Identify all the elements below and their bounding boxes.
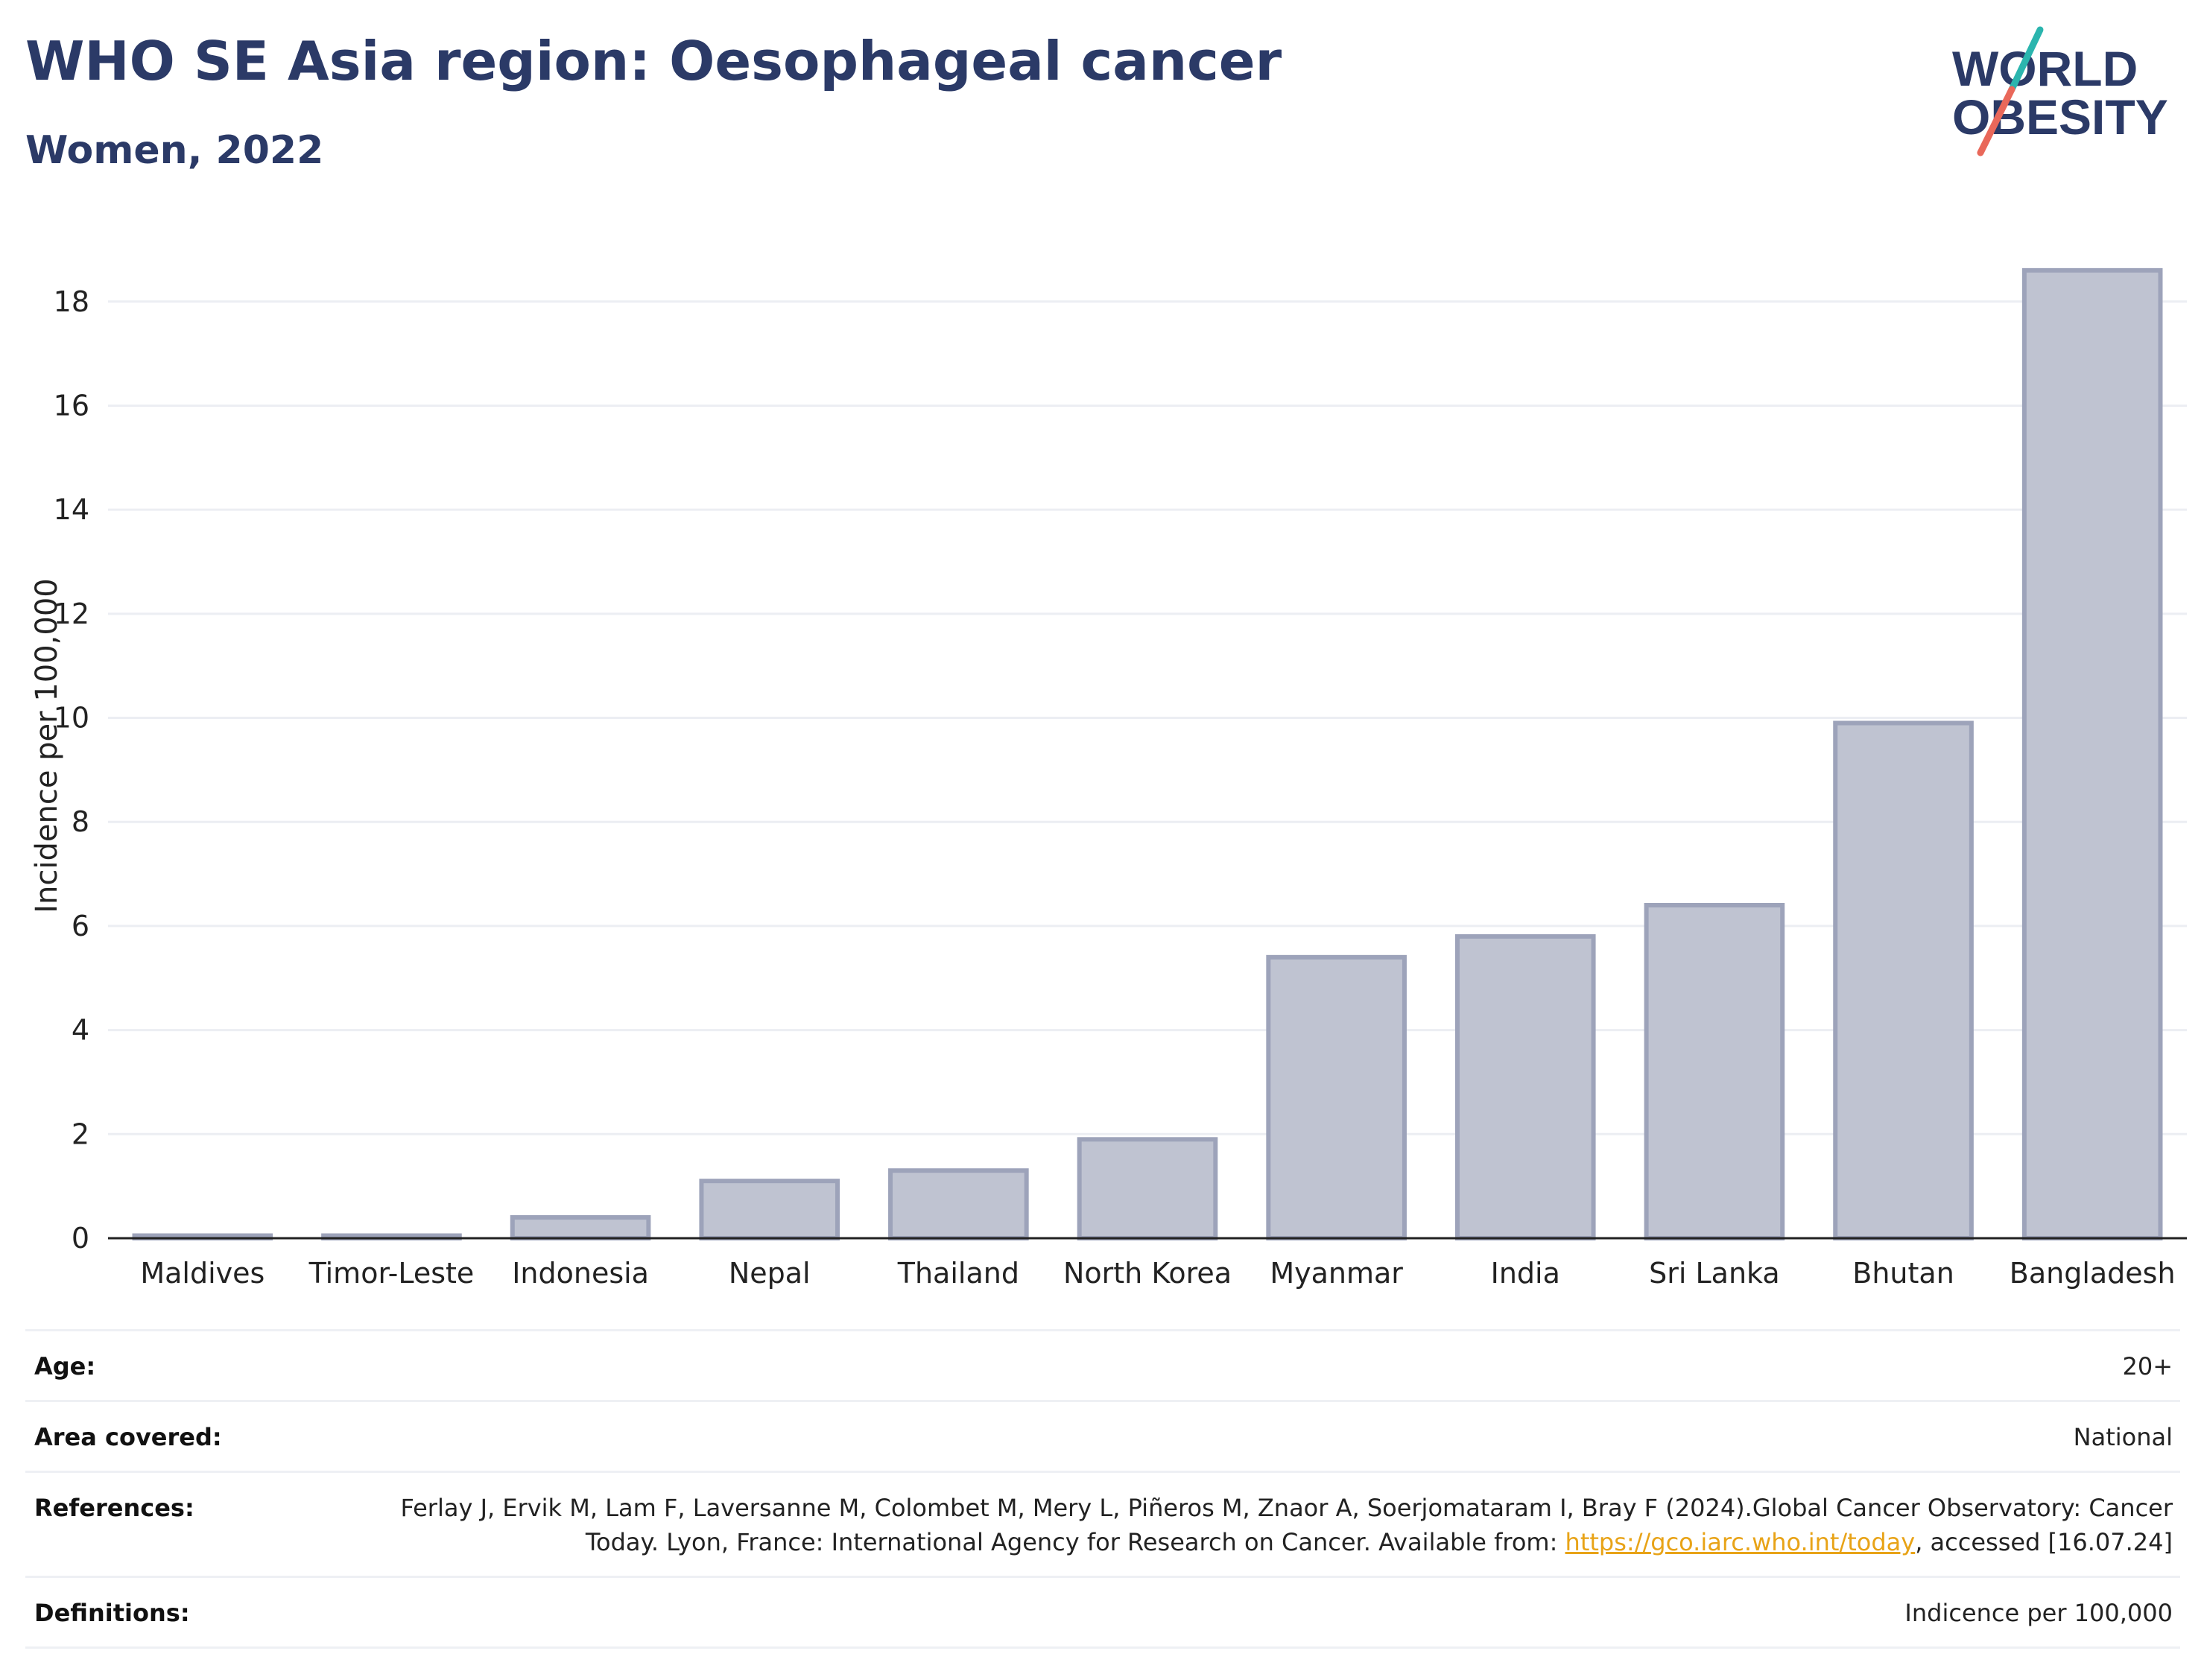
x-tick-label-timor-leste: Timor-Leste <box>308 1257 475 1290</box>
chart-subtitle: Women, 2022 <box>25 128 324 173</box>
x-tick-label-sri-lanka: Sri Lanka <box>1649 1257 1780 1290</box>
y-tick-label-2: 2 <box>72 1118 89 1150</box>
definitions-value: Indicence per 100,000 <box>1904 1599 2173 1627</box>
bars <box>132 267 2163 1241</box>
info-table: Age: 20+ Area covered: National Referenc… <box>25 1329 2180 1649</box>
world-obesity-logo: WORLD OBESITY <box>1952 26 2168 156</box>
bar-chart: 0 2 4 6 8 10 12 14 16 18 Maldives Timor-Leste Indon… <box>30 267 2187 1290</box>
x-tick-label-north-korea: North Korea <box>1063 1257 1232 1290</box>
references-suffix: , accessed [16.07.24] <box>1915 1528 2173 1556</box>
bar-indonesia <box>510 1215 651 1240</box>
logo-text-world: WORLD <box>1952 41 2138 96</box>
x-tick-label-india: India <box>1491 1257 1560 1290</box>
x-tick-labels: Maldives Timor-Leste Indonesia Nepal Thailan… <box>140 1257 2175 1290</box>
bar-myanmar <box>1266 954 1407 1241</box>
x-tick-label-indonesia: Indonesia <box>512 1257 649 1290</box>
definitions-label: Definitions: <box>34 1599 190 1627</box>
references-value: Ferlay J, Ervik M, Lam F, Laversanne M, … <box>347 1491 2173 1559</box>
y-tick-labels: 0 2 4 6 8 10 12 14 16 18 <box>54 285 89 1255</box>
y-tick-label-14: 14 <box>54 493 89 526</box>
bar-nepal <box>699 1179 840 1240</box>
x-tick-label-maldives: Maldives <box>140 1257 265 1290</box>
bar-sri-lanka <box>1644 902 1785 1240</box>
bar-thailand <box>888 1168 1029 1240</box>
y-tick-label-0: 0 <box>72 1222 89 1255</box>
info-row-area: Area covered: National <box>25 1400 2180 1471</box>
age-label: Age: <box>34 1352 96 1381</box>
y-tick-label-16: 16 <box>54 389 89 422</box>
logo-slash-coral <box>1977 86 2015 156</box>
bar-bhutan <box>1833 720 1974 1240</box>
bar-india <box>1454 933 1596 1241</box>
y-tick-label-8: 8 <box>72 805 89 838</box>
bar-north-korea <box>1077 1137 1218 1241</box>
area-value: National <box>2073 1423 2173 1451</box>
y-tick-label-6: 6 <box>72 910 89 942</box>
info-row-definitions: Definitions: Indicence per 100,000 <box>25 1576 2180 1649</box>
references-text: Ferlay J, Ervik M, Lam F, Laversanne M, … <box>400 1494 2173 1556</box>
y-tick-label-4: 4 <box>72 1014 89 1047</box>
info-row-age: Age: 20+ <box>25 1329 2180 1400</box>
logo-slash-teal <box>2008 26 2044 93</box>
info-row-references: References: Ferlay J, Ervik M, Lam F, La… <box>25 1471 2180 1576</box>
chart-title: WHO SE Asia region: Oesophageal cancer <box>25 30 1282 92</box>
y-axis-label: Incidence per 100,000 <box>30 578 64 913</box>
y-tick-label-12: 12 <box>54 597 89 630</box>
x-tick-label-nepal: Nepal <box>729 1257 811 1290</box>
bar-bangladesh <box>2021 267 2163 1240</box>
age-value: 20+ <box>2122 1352 2173 1381</box>
x-tick-label-bangladesh: Bangladesh <box>2010 1257 2176 1290</box>
references-link[interactable]: https://gco.iarc.who.int/today <box>1565 1528 1916 1556</box>
area-label: Area covered: <box>34 1423 222 1451</box>
x-tick-label-myanmar: Myanmar <box>1270 1257 1403 1290</box>
references-label: References: <box>34 1494 194 1522</box>
x-tick-label-bhutan: Bhutan <box>1852 1257 1954 1290</box>
x-tick-label-thailand: Thailand <box>897 1257 1019 1290</box>
y-tick-label-10: 10 <box>54 702 89 735</box>
y-tick-label-18: 18 <box>54 285 89 318</box>
